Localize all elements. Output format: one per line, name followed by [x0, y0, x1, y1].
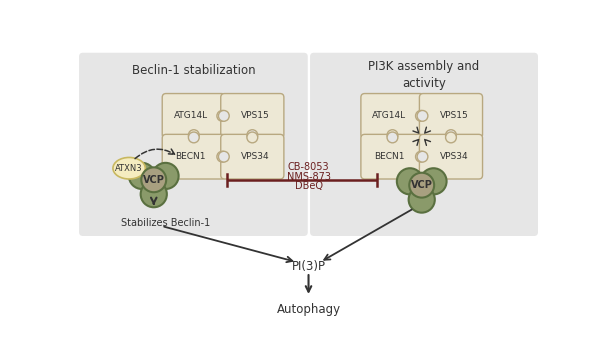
Text: Beclin-1 stabilization: Beclin-1 stabilization	[132, 64, 255, 77]
Text: NMS-873: NMS-873	[287, 172, 330, 182]
Circle shape	[129, 163, 155, 189]
Circle shape	[409, 187, 435, 213]
Circle shape	[188, 132, 199, 143]
Ellipse shape	[113, 157, 145, 179]
FancyBboxPatch shape	[221, 94, 284, 138]
Circle shape	[188, 130, 199, 141]
Circle shape	[445, 130, 456, 141]
Text: VPS15: VPS15	[241, 111, 270, 120]
FancyBboxPatch shape	[361, 134, 424, 179]
Circle shape	[387, 132, 398, 143]
FancyBboxPatch shape	[420, 134, 483, 179]
Text: ATXN3: ATXN3	[116, 164, 143, 173]
FancyBboxPatch shape	[79, 53, 308, 236]
Circle shape	[247, 130, 258, 141]
Text: VCP: VCP	[143, 175, 165, 185]
Text: BECN1: BECN1	[175, 152, 206, 161]
Circle shape	[141, 167, 166, 192]
FancyBboxPatch shape	[162, 94, 225, 138]
Text: VPS34: VPS34	[439, 152, 468, 161]
Text: ATG14L: ATG14L	[372, 111, 406, 120]
Circle shape	[219, 110, 229, 121]
FancyBboxPatch shape	[361, 94, 424, 138]
Circle shape	[415, 110, 426, 121]
Text: VCP: VCP	[411, 180, 433, 190]
Circle shape	[152, 163, 179, 189]
Circle shape	[141, 181, 167, 207]
Circle shape	[387, 130, 398, 141]
Text: ATG14L: ATG14L	[173, 111, 208, 120]
FancyBboxPatch shape	[221, 134, 284, 179]
Text: PI3K assembly and
activity: PI3K assembly and activity	[368, 60, 480, 90]
Text: Autophagy: Autophagy	[276, 303, 341, 316]
Circle shape	[409, 173, 434, 198]
Text: VPS15: VPS15	[439, 111, 468, 120]
Text: PI(3)P: PI(3)P	[291, 260, 326, 273]
Circle shape	[417, 110, 428, 121]
Text: VPS34: VPS34	[241, 152, 270, 161]
Circle shape	[219, 151, 229, 162]
Text: DBeQ: DBeQ	[294, 181, 323, 191]
FancyBboxPatch shape	[162, 134, 225, 179]
FancyBboxPatch shape	[310, 53, 538, 236]
FancyBboxPatch shape	[420, 94, 483, 138]
Text: BECN1: BECN1	[374, 152, 405, 161]
Circle shape	[415, 151, 426, 162]
Circle shape	[247, 132, 258, 143]
Circle shape	[397, 168, 423, 194]
Circle shape	[217, 110, 228, 121]
Circle shape	[217, 151, 228, 162]
Circle shape	[445, 132, 456, 143]
Circle shape	[417, 151, 428, 162]
Circle shape	[420, 168, 447, 194]
Text: CB-8053: CB-8053	[288, 162, 329, 172]
Text: Stabilizes Beclin-1: Stabilizes Beclin-1	[120, 218, 210, 228]
